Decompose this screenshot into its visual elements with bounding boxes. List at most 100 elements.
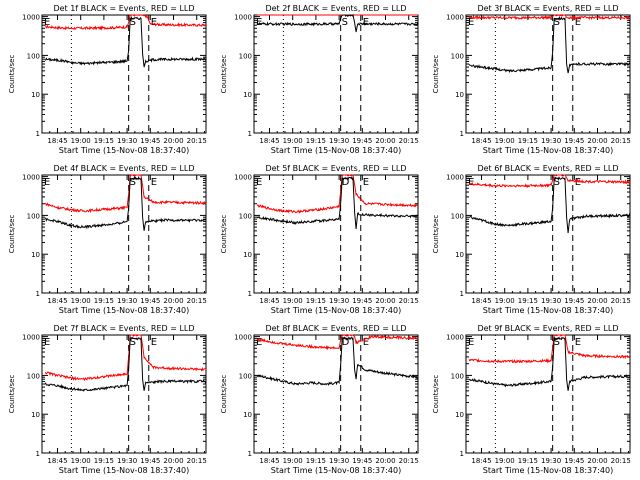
x-tick-label: 19:30 — [117, 457, 137, 465]
panel-2: Det 2f BLACK = Events, RED = LLD 1 10 100 10… — [220, 4, 419, 155]
panel-title: Det 3f BLACK = Events, RED = LLD — [477, 4, 618, 13]
marker-letter: E — [44, 337, 50, 348]
y-tick-label: 100 — [239, 372, 252, 380]
marker-letter: E — [256, 177, 262, 188]
x-tick-label: 19:00 — [71, 297, 91, 305]
x-tick-label: 18:45 — [47, 297, 67, 305]
x-tick-label: 19:15 — [306, 457, 326, 465]
y-tick-label: 1000 — [446, 14, 464, 22]
x-tick-label: 20:00 — [587, 457, 607, 465]
x-tick-label: 19:30 — [541, 297, 561, 305]
x-tick-label: 19:30 — [541, 457, 561, 465]
x-tick-label: 19:15 — [94, 297, 114, 305]
lld-series-line — [468, 334, 631, 364]
x-tick-label: 19:45 — [564, 457, 584, 465]
marker-letter: E — [44, 17, 50, 28]
x-tick-label: 19:15 — [94, 457, 114, 465]
marker-letter: S — [130, 177, 136, 188]
x-tick-label: 19:45 — [352, 297, 372, 305]
x-tick-label: 19:30 — [329, 457, 349, 465]
x-axis-label: Start Time (15-Nov-08 18:37:40) — [271, 146, 401, 155]
marker-letter: E — [151, 337, 157, 348]
y-tick-label: 10 — [455, 411, 464, 419]
panel-title: Det 4f BLACK = Events, RED = LLD — [53, 164, 194, 173]
y-tick-label: 100 — [451, 372, 464, 380]
marker-letter: E — [363, 337, 369, 348]
x-tick-label: 19:00 — [495, 457, 515, 465]
x-tick-label: 19:45 — [140, 137, 160, 145]
plot-frame — [41, 174, 207, 294]
x-tick-label: 20:15 — [611, 457, 631, 465]
x-tick-label: 19:30 — [117, 137, 137, 145]
y-tick-label: 10 — [31, 251, 40, 259]
x-tick-label: 20:15 — [187, 457, 207, 465]
x-axis-label: Start Time (15-Nov-08 18:37:40) — [483, 466, 613, 475]
marker-letter: E — [256, 337, 262, 348]
x-tick-label: 20:15 — [399, 297, 419, 305]
panel-6: Det 6f BLACK = Events, RED = LLD 1 10 100 10… — [432, 164, 631, 315]
x-axis-label: Start Time (15-Nov-08 18:37:40) — [59, 306, 189, 315]
x-tick-label: 20:15 — [399, 457, 419, 465]
plot-frame — [253, 174, 419, 294]
marker-letter: E — [363, 17, 369, 28]
marker-letter: E — [575, 17, 581, 28]
y-tick-label: 1 — [460, 130, 464, 138]
panel-4: Det 4f BLACK = Events, RED = LLD 1 10 100 10… — [8, 164, 207, 315]
y-axis-label: Counts/sec — [8, 215, 16, 254]
y-tick-label: 1000 — [234, 14, 252, 22]
events-series-line — [256, 176, 419, 229]
events-series-line — [468, 336, 631, 391]
events-series-line — [256, 336, 419, 386]
y-tick-label: 1 — [460, 450, 464, 458]
x-tick-label: 19:15 — [94, 137, 114, 145]
y-tick-label: 100 — [27, 212, 40, 220]
y-axis-label: Counts/sec — [8, 375, 16, 414]
panel-title: Det 5f BLACK = Events, RED = LLD — [265, 164, 406, 173]
panel-title: Det 1f BLACK = Events, RED = LLD — [53, 4, 194, 13]
x-tick-label: 19:30 — [329, 137, 349, 145]
x-tick-label: 20:15 — [187, 137, 207, 145]
panel-title: Det 8f BLACK = Events, RED = LLD — [265, 324, 406, 333]
y-axis-label: Counts/sec — [432, 375, 440, 414]
panel-title: Det 7f BLACK = Events, RED = LLD — [53, 324, 194, 333]
marker-letter: E — [575, 337, 581, 348]
x-tick-label: 19:45 — [140, 297, 160, 305]
marker-letter: E — [363, 177, 369, 188]
plot-frame — [253, 334, 419, 454]
lld-series-line — [256, 333, 419, 351]
y-tick-label: 1 — [248, 130, 252, 138]
y-tick-label: 10 — [243, 251, 252, 259]
x-tick-label: 20:00 — [375, 297, 395, 305]
events-series-line — [468, 176, 631, 234]
x-tick-label: 18:45 — [471, 297, 491, 305]
lld-series-line — [45, 334, 207, 382]
events-series-line — [44, 337, 207, 392]
y-tick-label: 100 — [27, 372, 40, 380]
x-tick-label: 20:00 — [375, 457, 395, 465]
x-axis-label: Start Time (15-Nov-08 18:37:40) — [483, 146, 613, 155]
plot-frame — [465, 334, 631, 454]
panel-3: Det 3f BLACK = Events, RED = LLD 1 10 100 10… — [432, 4, 631, 155]
plot-frame — [41, 334, 207, 454]
x-tick-label: 19:00 — [283, 137, 303, 145]
y-tick-label: 1 — [460, 290, 464, 298]
y-tick-label: 10 — [31, 91, 40, 99]
x-tick-label: 19:45 — [140, 457, 160, 465]
events-series-line — [44, 15, 207, 68]
x-tick-label: 18:45 — [259, 297, 279, 305]
x-tick-label: 19:15 — [306, 137, 326, 145]
x-tick-label: 20:00 — [163, 297, 183, 305]
x-tick-label: 19:45 — [352, 457, 372, 465]
x-tick-label: 20:15 — [611, 297, 631, 305]
x-axis-label: Start Time (15-Nov-08 18:37:40) — [271, 466, 401, 475]
y-tick-label: 10 — [31, 411, 40, 419]
x-tick-label: 19:45 — [564, 297, 584, 305]
y-axis-label: Counts/sec — [8, 55, 16, 94]
x-tick-label: 18:45 — [259, 137, 279, 145]
marker-letter: E — [151, 17, 157, 28]
x-tick-label: 18:45 — [259, 457, 279, 465]
marker-letter: S — [342, 17, 348, 28]
panel-9: Det 9f BLACK = Events, RED = LLD 1 10 100 10… — [432, 324, 631, 475]
y-tick-label: 100 — [27, 52, 40, 60]
